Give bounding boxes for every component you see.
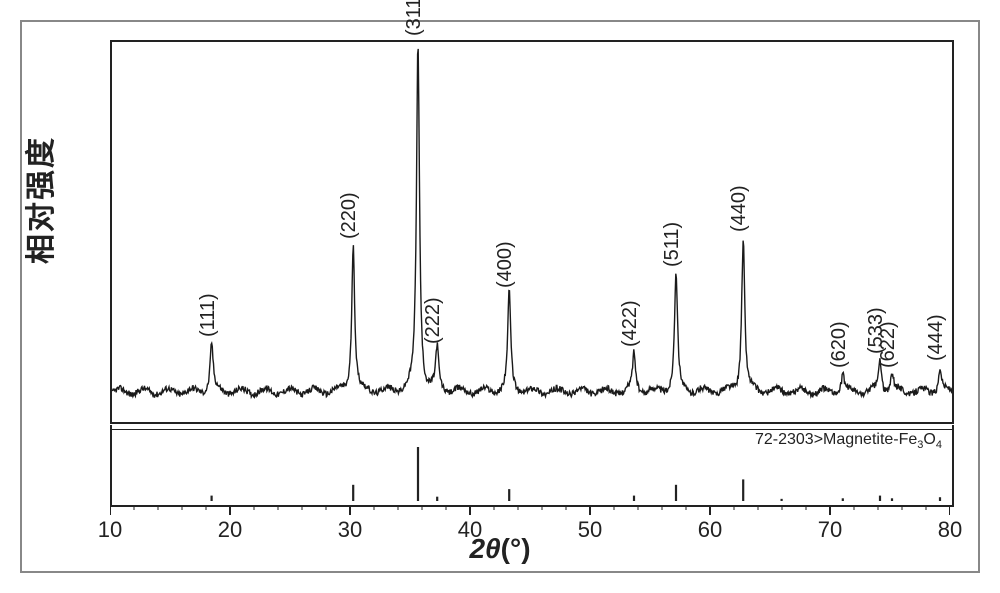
reference-label: 72-2303>Magnetite-Fe3O4 — [755, 431, 942, 451]
x-tick-label: 70 — [818, 517, 842, 543]
reference-divider — [112, 429, 952, 430]
x-axis-label: 2θ(°) — [469, 533, 530, 565]
x-tick-label: 80 — [938, 517, 962, 543]
x-tick-label: 50 — [578, 517, 602, 543]
x-tick-label: 10 — [98, 517, 122, 543]
y-axis-label: 相对强度 — [16, 136, 60, 264]
x-tick-label: 60 — [698, 517, 722, 543]
x-axis-label-theta: θ — [485, 533, 501, 564]
xrd-figure: 相对强度 (111)(220)(311)(222)(400)(422)(511)… — [0, 0, 1000, 593]
x-axis-label-prefix: 2 — [469, 533, 485, 564]
x-tick-label: 30 — [338, 517, 362, 543]
reference-panel: 72-2303>Magnetite-Fe3O4 — [110, 425, 954, 507]
main-plot-area: (111)(220)(311)(222)(400)(422)(511)(440)… — [110, 40, 954, 424]
x-axis-label-unit: (°) — [501, 533, 531, 564]
x-tick-label: 20 — [218, 517, 242, 543]
xrd-pattern-svg — [112, 42, 952, 422]
